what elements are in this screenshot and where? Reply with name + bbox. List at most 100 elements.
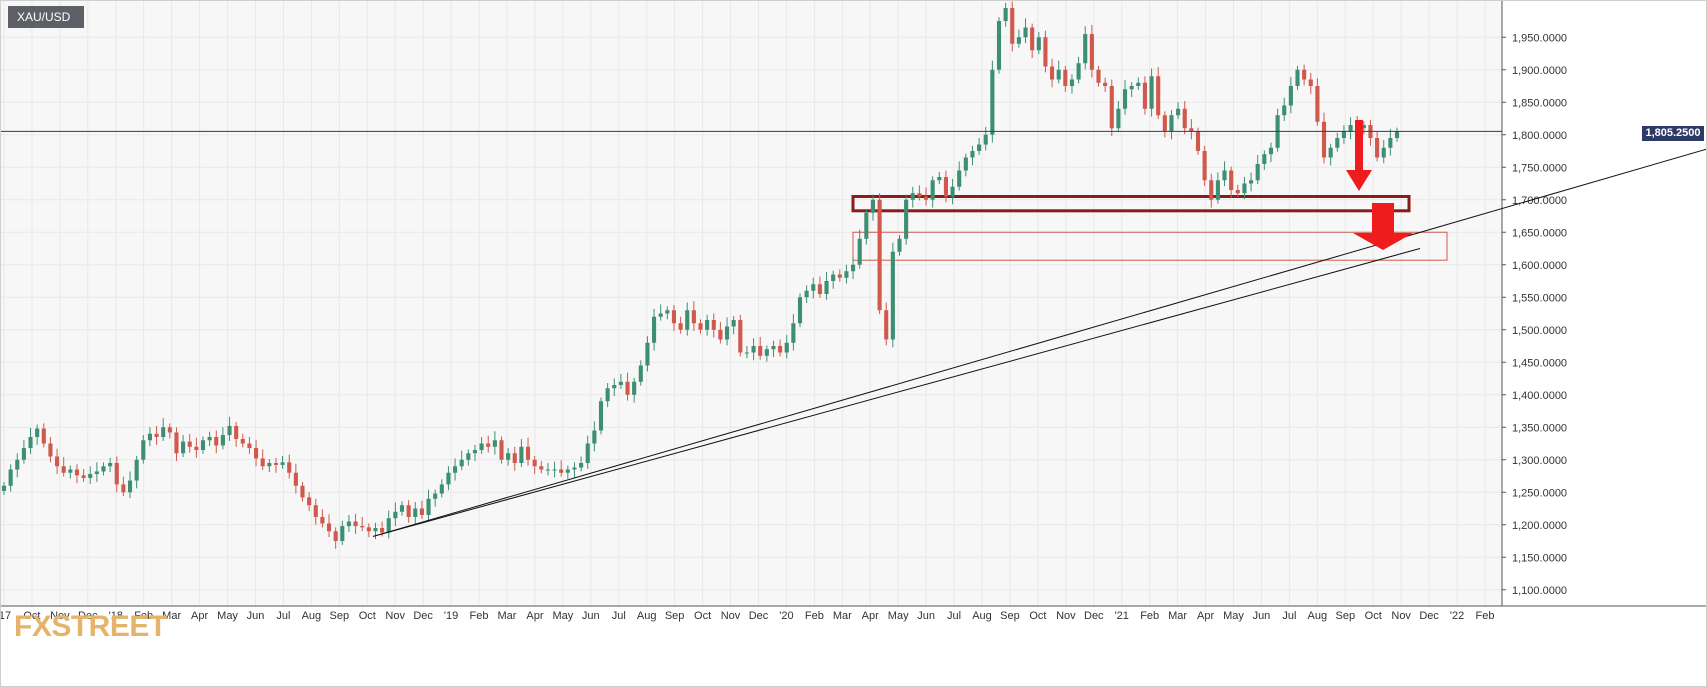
candle-body — [645, 342, 650, 366]
current-price-label: 1,805.2500 — [1642, 126, 1704, 141]
candle-body — [101, 466, 106, 472]
candle-body — [724, 326, 730, 340]
candle-body — [1, 485, 7, 491]
x-tick-label: Aug — [637, 610, 657, 622]
plot-background — [0, 0, 1502, 606]
x-tick-label: Mar — [833, 610, 852, 622]
candle-body — [1103, 82, 1108, 86]
candle-body — [108, 463, 113, 467]
candle-body — [1109, 86, 1114, 129]
candle-body — [200, 440, 206, 450]
candle-body — [943, 177, 948, 197]
candle-body — [665, 310, 670, 314]
candle-body — [68, 469, 73, 473]
x-tick-label: Dec — [1084, 610, 1104, 622]
x-tick-label: '17 — [0, 610, 11, 622]
candle-body — [154, 433, 159, 437]
candle-body — [731, 320, 736, 327]
candle-body — [227, 425, 232, 436]
candle-body — [15, 459, 20, 470]
candle-body — [1348, 125, 1353, 132]
candle-body — [1116, 108, 1121, 129]
candle-body — [592, 430, 597, 444]
candle-body — [346, 521, 351, 527]
x-tick-label: Feb — [805, 610, 824, 622]
candle-body — [764, 349, 769, 356]
x-tick-label: Feb — [470, 610, 489, 622]
candle-body — [506, 453, 511, 460]
candle-body — [658, 313, 663, 317]
candle-body — [1136, 82, 1141, 86]
y-tick-label: 1,550.0000 — [1512, 292, 1567, 304]
candle-body — [234, 425, 239, 439]
fxstreet-logo: FXSTREET — [14, 610, 167, 643]
x-tick-label: Feb — [1476, 610, 1495, 622]
candle-body — [1030, 27, 1035, 51]
candle-body — [1262, 154, 1267, 164]
x-tick-label: Jul — [1282, 610, 1296, 622]
candle-body — [307, 497, 312, 506]
candle-body — [373, 528, 378, 532]
x-tick-label: Nov — [1391, 610, 1411, 622]
x-tick-label: '18 — [109, 610, 123, 622]
candle-body — [1242, 183, 1247, 194]
candle-body — [1215, 180, 1220, 200]
y-tick-label: 1,750.0000 — [1512, 162, 1567, 174]
down-arrow-2-head — [1353, 233, 1413, 250]
candle-body — [1182, 108, 1187, 129]
x-tick-label: Mar — [162, 610, 181, 622]
x-tick-label: Sep — [665, 610, 685, 622]
x-tick-label: '19 — [444, 610, 458, 622]
candle-body — [1302, 69, 1307, 80]
y-tick-label: 1,600.0000 — [1512, 260, 1567, 272]
candle-body — [127, 480, 133, 493]
candle-body — [293, 472, 298, 486]
candle-body — [300, 485, 305, 498]
candle-body — [167, 427, 172, 433]
x-tick-label: Dec — [1419, 610, 1439, 622]
candle-body — [1036, 37, 1041, 51]
candle-body — [572, 467, 577, 470]
symbol-label[interactable]: XAU/USD — [8, 6, 84, 28]
candle-body — [1308, 79, 1313, 86]
candle-body — [1162, 115, 1167, 132]
candle-body — [74, 469, 80, 476]
candle-body — [399, 505, 405, 512]
x-tick-label: Feb — [134, 610, 153, 622]
candle-body — [1268, 147, 1274, 155]
candle-body — [1156, 76, 1161, 116]
x-tick-label: Jun — [582, 610, 600, 622]
candle-body — [851, 264, 856, 272]
candle-body — [632, 381, 637, 395]
candle-body — [618, 381, 623, 385]
candle-body — [48, 443, 53, 457]
down-arrow-1-head — [1346, 170, 1372, 191]
candle-body — [214, 437, 219, 446]
candle-body — [705, 320, 710, 330]
candle-body — [333, 531, 338, 541]
candle-body — [671, 310, 677, 324]
candle-body — [8, 469, 13, 486]
candle-body — [1381, 147, 1386, 158]
y-tick-label: 1,450.0000 — [1512, 357, 1567, 369]
down-arrow-1-shaft — [1355, 120, 1363, 170]
x-tick-label: Sep — [1000, 610, 1020, 622]
candle-body — [1129, 86, 1134, 90]
x-tick-label: '20 — [779, 610, 793, 622]
candle-body — [55, 456, 60, 467]
x-tick-label: Oct — [1029, 610, 1046, 622]
y-tick-label: 1,500.0000 — [1512, 325, 1567, 337]
candle-body — [791, 323, 796, 343]
y-tick-label: 1,700.0000 — [1512, 195, 1567, 207]
candle-body — [220, 435, 225, 446]
candle-body — [837, 274, 842, 278]
candle-body — [1288, 86, 1293, 106]
candle-body — [1149, 76, 1154, 109]
candle-body — [685, 310, 690, 330]
candle-body — [771, 346, 776, 350]
x-tick-label: Feb — [1140, 610, 1159, 622]
y-tick-label: 1,150.0000 — [1512, 552, 1567, 564]
candle-body — [884, 310, 889, 340]
